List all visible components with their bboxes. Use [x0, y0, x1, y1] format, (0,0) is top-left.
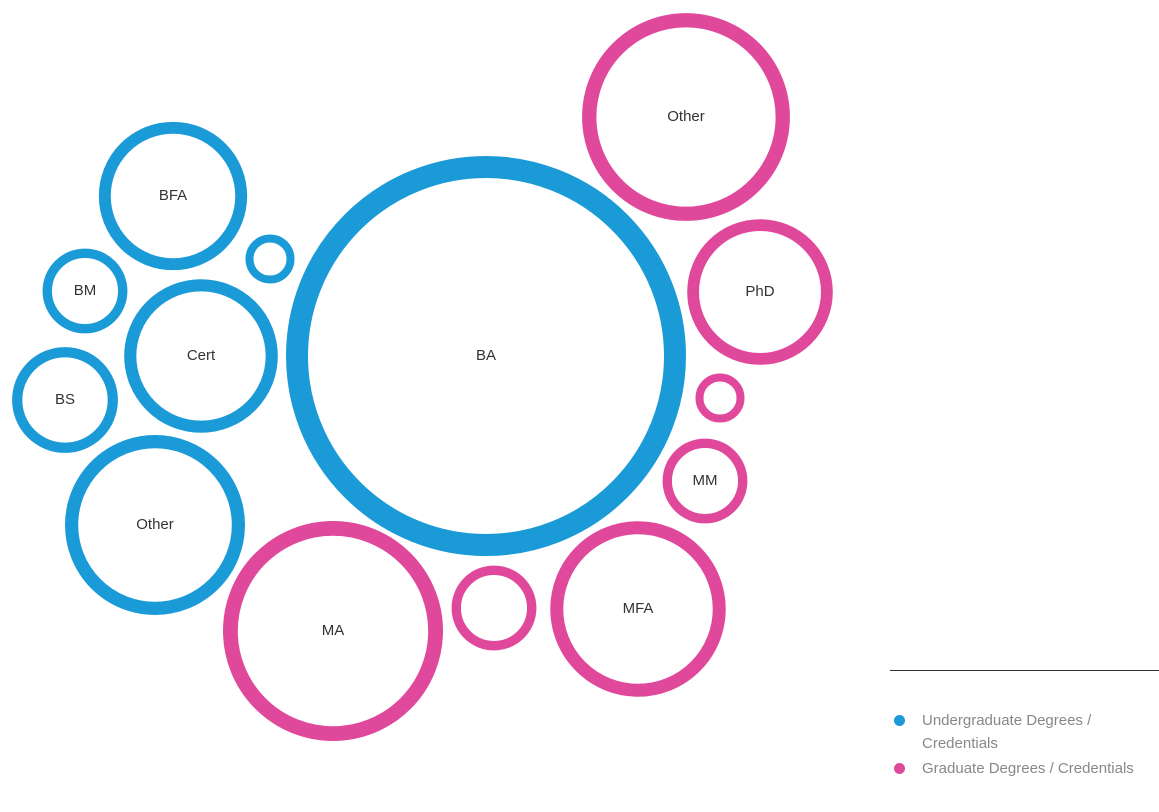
- bubble-label: BM: [74, 282, 97, 299]
- bubble: [245, 234, 295, 284]
- bubble: [42, 248, 128, 334]
- bubble: [12, 347, 118, 453]
- bubble-label: Other: [667, 108, 705, 125]
- bubble-label: PhD: [745, 283, 774, 300]
- bubble: [695, 373, 745, 423]
- bubble: [451, 565, 537, 651]
- bubble: [662, 438, 748, 524]
- legend-item: Undergraduate Degrees / Credentials: [890, 709, 1159, 755]
- legend-label: Undergraduate Degrees / Credentials: [922, 712, 1092, 752]
- legend: Undergraduate Degrees / Credentials Gradu…: [890, 670, 1159, 782]
- legend-marker: [894, 715, 905, 726]
- bubble: [222, 521, 443, 742]
- bubble: [98, 121, 248, 271]
- legend-item: Graduate Degrees / Credentials: [890, 757, 1159, 780]
- bubble: [687, 219, 833, 365]
- bubble: [550, 521, 726, 697]
- bubble-label: Cert: [187, 347, 216, 364]
- bubble: [124, 279, 278, 433]
- bubble: [582, 13, 790, 221]
- bubble-label: MFA: [623, 600, 654, 617]
- legend-marker: [894, 763, 905, 774]
- bubble: [286, 156, 686, 556]
- bubble-label: MA: [322, 622, 345, 639]
- bubble-label: BS: [55, 391, 75, 408]
- bubble-label: BA: [476, 347, 496, 364]
- bubble-label: Other: [136, 516, 174, 533]
- bubble-label: BFA: [159, 187, 187, 204]
- bubble: [64, 435, 246, 616]
- bubble-label: MM: [693, 472, 718, 489]
- legend-label: Graduate Degrees / Credentials: [922, 760, 1134, 777]
